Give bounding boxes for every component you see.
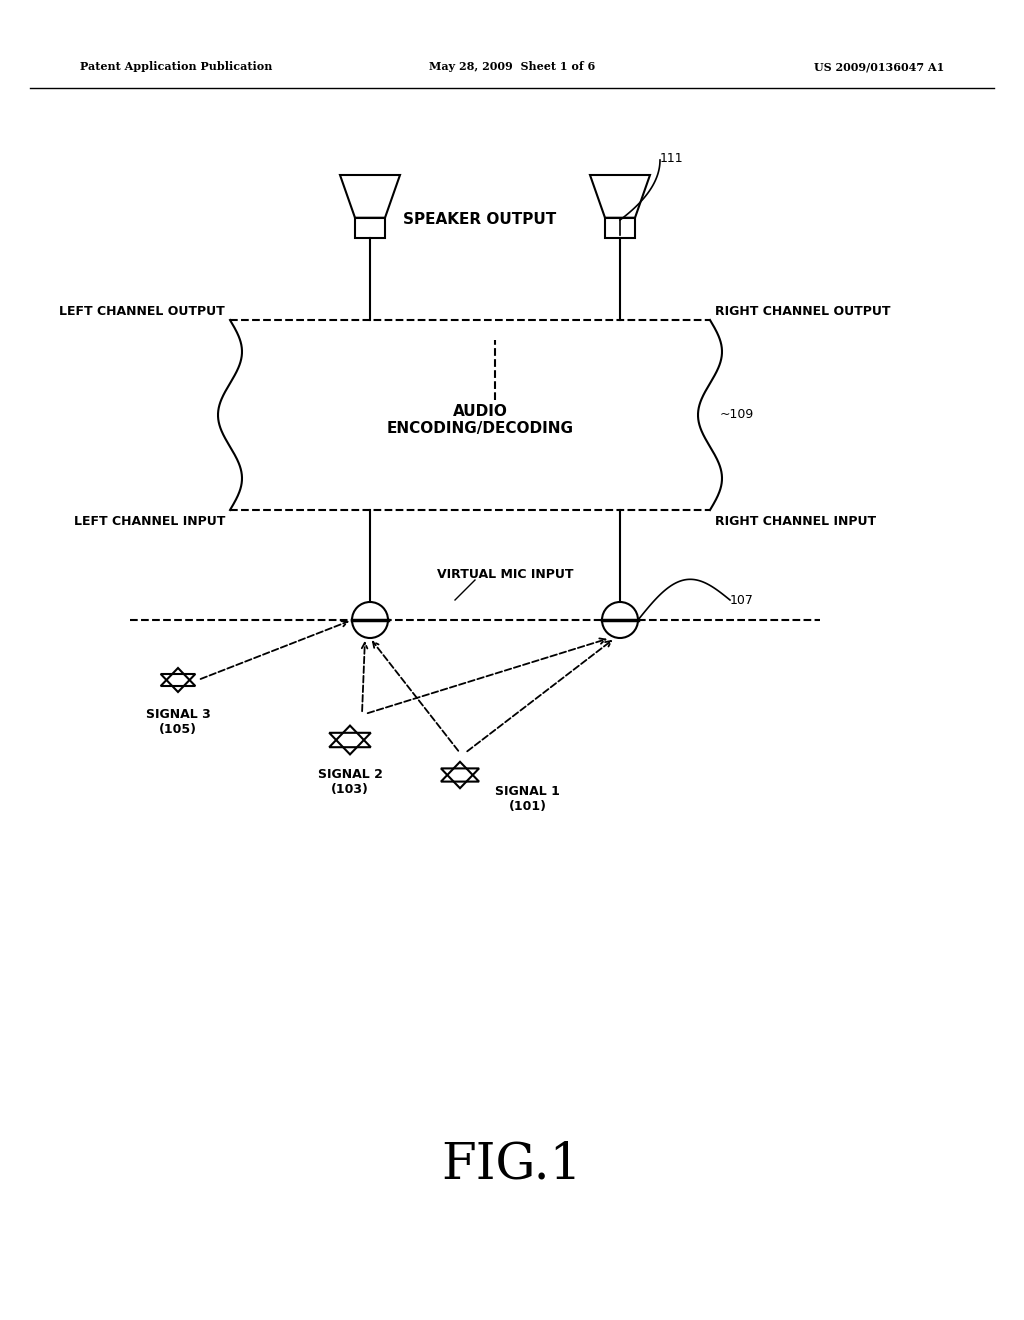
Text: 111: 111 bbox=[660, 152, 684, 165]
Text: ~109: ~109 bbox=[720, 408, 755, 421]
Text: VIRTUAL MIC INPUT: VIRTUAL MIC INPUT bbox=[437, 569, 573, 582]
Circle shape bbox=[602, 602, 638, 638]
Polygon shape bbox=[605, 218, 635, 238]
Text: LEFT CHANNEL OUTPUT: LEFT CHANNEL OUTPUT bbox=[59, 305, 225, 318]
Text: 107: 107 bbox=[730, 594, 754, 606]
Text: SIGNAL 3
(105): SIGNAL 3 (105) bbox=[145, 708, 210, 737]
Circle shape bbox=[352, 602, 388, 638]
Text: LEFT CHANNEL INPUT: LEFT CHANNEL INPUT bbox=[74, 515, 225, 528]
Text: AUDIO
ENCODING/DECODING: AUDIO ENCODING/DECODING bbox=[386, 404, 573, 436]
Polygon shape bbox=[340, 176, 400, 218]
Text: FIG.1: FIG.1 bbox=[441, 1140, 583, 1189]
Text: RIGHT CHANNEL INPUT: RIGHT CHANNEL INPUT bbox=[715, 515, 877, 528]
Text: SIGNAL 2
(103): SIGNAL 2 (103) bbox=[317, 768, 382, 796]
Text: SPEAKER OUTPUT: SPEAKER OUTPUT bbox=[403, 213, 557, 227]
Text: Patent Application Publication: Patent Application Publication bbox=[80, 61, 272, 73]
Text: US 2009/0136047 A1: US 2009/0136047 A1 bbox=[814, 61, 944, 73]
Text: RIGHT CHANNEL OUTPUT: RIGHT CHANNEL OUTPUT bbox=[715, 305, 891, 318]
Text: SIGNAL 1
(101): SIGNAL 1 (101) bbox=[495, 785, 560, 813]
Polygon shape bbox=[590, 176, 650, 218]
Text: May 28, 2009  Sheet 1 of 6: May 28, 2009 Sheet 1 of 6 bbox=[429, 61, 595, 73]
Polygon shape bbox=[355, 218, 385, 238]
